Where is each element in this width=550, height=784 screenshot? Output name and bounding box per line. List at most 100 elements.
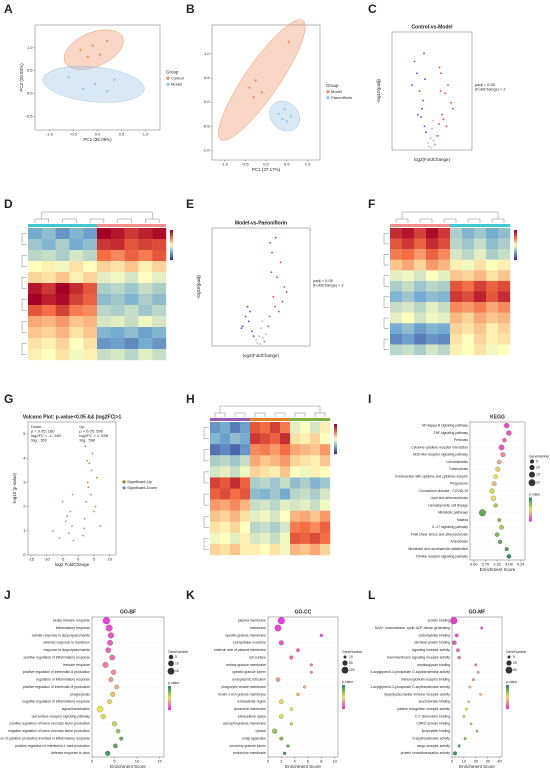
heatmap-cell xyxy=(300,455,311,467)
heatmap-cell xyxy=(320,532,331,545)
heatmap-cell xyxy=(138,338,153,350)
heatmap-cell xyxy=(110,261,125,273)
heatmap-cell xyxy=(450,323,463,335)
heatmap-cell xyxy=(28,228,42,240)
data-point xyxy=(424,78,426,81)
heatmap-cell xyxy=(152,250,167,262)
heatmap-cell xyxy=(486,238,499,250)
colorbar xyxy=(342,687,345,690)
legend-swatch xyxy=(166,76,170,80)
heatmap-cell xyxy=(270,499,281,511)
data-point xyxy=(259,343,262,345)
data-point xyxy=(256,342,259,344)
heatmap-cell xyxy=(290,466,301,478)
heatmap-cell xyxy=(250,466,261,478)
x-tick-label: 10 xyxy=(462,759,467,764)
data-point xyxy=(91,44,94,47)
size-legend-dot xyxy=(505,666,513,674)
heatmap-cell xyxy=(124,338,139,350)
legend-title: Group xyxy=(166,69,179,74)
data-point xyxy=(247,320,250,323)
group-bar xyxy=(210,418,221,421)
heatmap-cell xyxy=(300,466,311,478)
heatmap-cell xyxy=(310,477,321,489)
heatmap-cell xyxy=(124,228,139,240)
heatmap-cell xyxy=(426,344,439,356)
dot xyxy=(278,699,284,705)
colorbar xyxy=(342,701,345,704)
heatmap-cell xyxy=(69,338,84,350)
heatmap-cell xyxy=(138,283,153,295)
heatmap-cell xyxy=(320,499,331,511)
category-label: protein homodimerization activity xyxy=(401,751,451,755)
group-bar xyxy=(486,224,499,227)
x-axis-label: Enrichment Score xyxy=(480,567,516,572)
x-tick-label: -5 xyxy=(61,557,65,562)
size-legend-label: 10 xyxy=(536,465,540,469)
data-point xyxy=(91,452,94,455)
data-point xyxy=(420,116,422,118)
group-bar xyxy=(438,224,451,227)
data-point xyxy=(260,91,264,94)
size-legend-dot xyxy=(507,655,511,659)
heatmap-cell xyxy=(414,238,427,250)
heatmap-cell xyxy=(250,532,261,545)
data-point xyxy=(61,500,64,503)
heatmap-cell xyxy=(28,338,42,350)
category-label: C-C chemokine binding xyxy=(415,714,450,718)
heatmap-cell xyxy=(270,488,281,500)
heatmap-cell xyxy=(438,323,451,335)
size-legend-title: GeneNumber xyxy=(168,650,189,654)
heatmap-cell xyxy=(486,249,499,260)
colorbar xyxy=(334,442,337,444)
x-tick-label: 10 xyxy=(107,557,112,562)
color-legend-title: p-value xyxy=(506,680,517,684)
dendrogram xyxy=(491,218,505,223)
heatmap-cell xyxy=(486,344,499,356)
heatmap-cell xyxy=(402,333,415,345)
x-tick-label: 8 xyxy=(320,759,323,764)
category-label: peptidoglycan binding xyxy=(417,663,450,667)
size-legend-dot xyxy=(528,479,536,487)
category-label: positive regulation of cytokine producti… xyxy=(0,736,90,740)
size-legend-dot xyxy=(529,464,535,471)
dot xyxy=(462,715,466,718)
annotation: |FoldChange| > 2 xyxy=(313,283,344,288)
heatmap-cell xyxy=(270,521,281,534)
heatmap-cell xyxy=(486,280,499,292)
category-label: positive regulation of interleukin-8 pro… xyxy=(23,685,90,689)
heatmap-cell xyxy=(474,238,487,250)
data-point xyxy=(277,310,280,313)
panel-letter: F xyxy=(368,197,375,211)
dendrogram xyxy=(383,275,389,287)
colorbar xyxy=(342,705,345,708)
heatmap-cell xyxy=(280,510,291,522)
data-point xyxy=(261,320,264,323)
heatmap-cell xyxy=(210,433,221,445)
heatmap-cell xyxy=(474,259,487,271)
colorbar xyxy=(334,452,337,455)
colorbar xyxy=(170,233,173,235)
heatmap-cell xyxy=(390,238,403,250)
heatmap-cell xyxy=(230,488,241,500)
heatmap-cell xyxy=(450,344,463,356)
data-point xyxy=(67,76,70,79)
confidence-ellipse xyxy=(218,19,306,141)
colorbar xyxy=(168,705,171,708)
heatmap-cell xyxy=(152,261,167,273)
colorbar xyxy=(334,451,337,453)
heatmap-cell xyxy=(240,477,251,489)
heatmap-cell xyxy=(290,422,301,434)
colorbar xyxy=(170,230,173,232)
panel-letter: C xyxy=(368,2,377,16)
heatmap-cell xyxy=(450,259,463,271)
panel-letter: D xyxy=(4,197,13,211)
dot xyxy=(497,539,503,544)
dendrogram xyxy=(383,296,389,308)
heatmap-cell xyxy=(28,250,42,262)
dot xyxy=(102,661,109,668)
category-label: defense response to virus xyxy=(51,751,90,755)
heatmap-cell xyxy=(498,270,511,282)
colorbar xyxy=(170,243,173,246)
heatmap-cell xyxy=(320,488,331,500)
